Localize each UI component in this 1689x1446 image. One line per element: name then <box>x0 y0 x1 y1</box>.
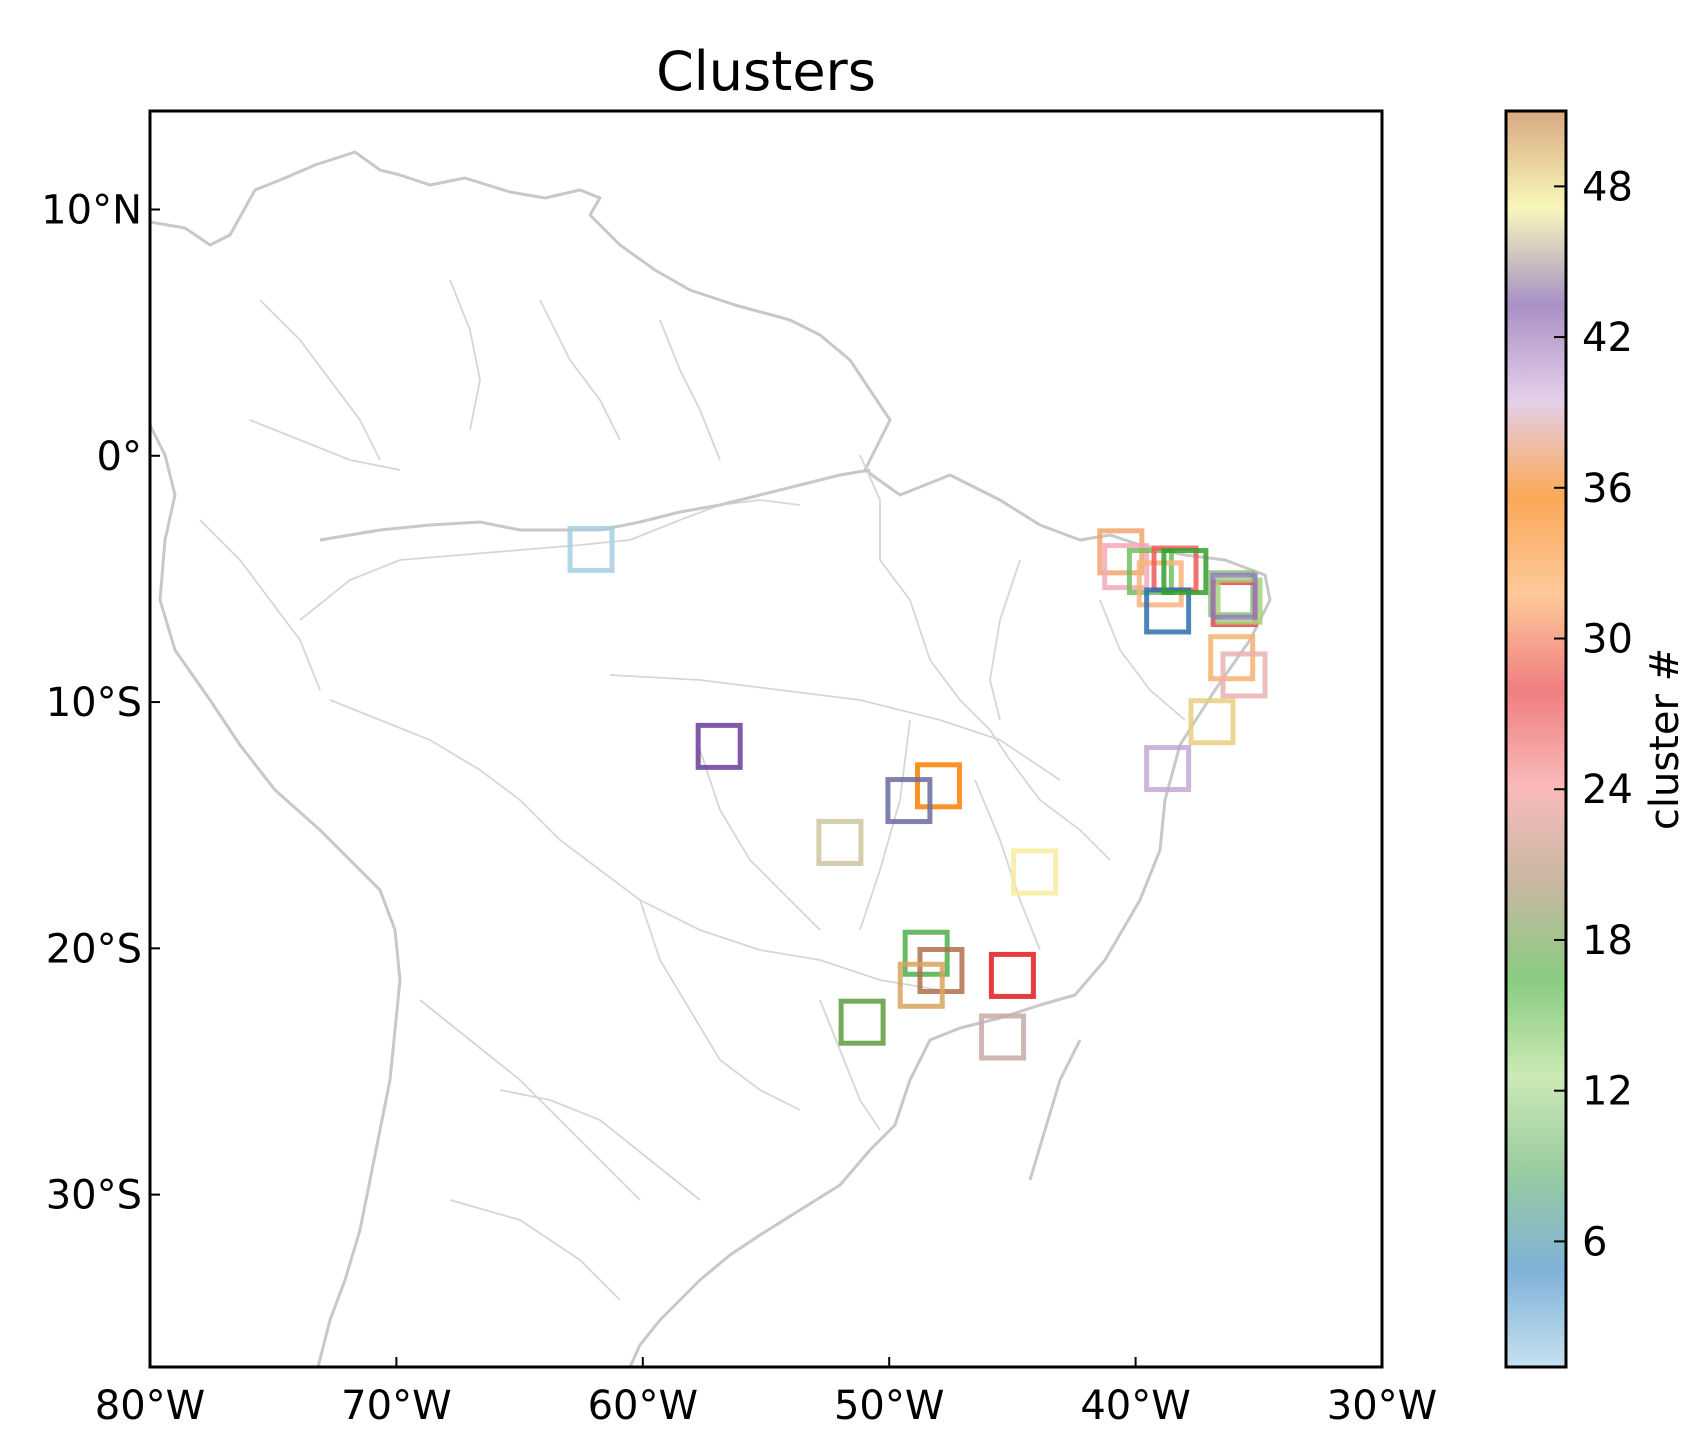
colorbar-tick-label: 36 <box>1582 466 1633 512</box>
colorbar-tick-label: 48 <box>1582 164 1633 210</box>
cluster-marker <box>897 961 945 1009</box>
cluster-marker <box>1126 548 1174 596</box>
lon-tick-label: 60°W <box>588 1383 698 1429</box>
cluster-markers <box>567 525 1268 1061</box>
cluster-marker <box>816 818 864 866</box>
map-frame <box>148 109 1384 1369</box>
colorbar-label: cluster # <box>1642 648 1688 830</box>
colorbar-ticks: 6 12 18 24 30 36 42 48 <box>1554 164 1633 1265</box>
longitude-axis: 80°W 70°W 60°W 50°W 40°W 30°W <box>95 1357 1437 1429</box>
colorbar-tick-label: 18 <box>1582 918 1633 964</box>
major-rivers <box>319 468 1082 1181</box>
cluster-marker <box>979 1013 1027 1061</box>
cluster-marker <box>1136 560 1184 608</box>
lon-tick-label: 50°W <box>834 1383 944 1429</box>
colorbar-tick-label: 6 <box>1582 1219 1607 1265</box>
lat-tick-label: 10°N <box>41 188 142 234</box>
lon-tick-label: 30°W <box>1327 1383 1437 1429</box>
cluster-marker <box>567 525 615 573</box>
lon-tick-label: 70°W <box>341 1383 451 1429</box>
cluster-marker <box>902 929 950 977</box>
chart-title: Clusters <box>656 40 876 103</box>
cluster-marker <box>1144 745 1192 793</box>
lat-tick-label: 10°S <box>46 680 142 726</box>
cluster-marker <box>1102 543 1150 591</box>
cluster-marker <box>1011 848 1059 896</box>
cluster-marker <box>1215 577 1263 625</box>
colorbar-tick-label: 12 <box>1582 1069 1633 1115</box>
coastline-west <box>150 424 402 1367</box>
cluster-marker <box>988 951 1036 999</box>
colorbar-tick-label: 42 <box>1582 315 1633 361</box>
colorbar-tick-label: 30 <box>1582 617 1633 663</box>
cluster-marker <box>885 777 933 825</box>
lat-tick-label: 20°S <box>46 926 142 972</box>
cluster-marker <box>914 762 962 810</box>
colorbar <box>1504 109 1568 1369</box>
cluster-marker <box>695 722 743 770</box>
lon-tick-label: 80°W <box>95 1383 205 1429</box>
latitude-axis: 10°N 0° 10°S 20°S 30°S <box>41 188 160 1219</box>
lat-tick-label: 0° <box>97 434 142 480</box>
cluster-marker <box>1208 634 1256 682</box>
lat-tick-label: 30°S <box>46 1173 142 1219</box>
cluster-marker <box>1161 548 1209 596</box>
coastline <box>150 150 1272 1367</box>
cluster-marker <box>1144 587 1192 635</box>
cluster-marker <box>838 998 886 1046</box>
lon-tick-label: 40°W <box>1080 1383 1190 1429</box>
cluster-marker <box>1220 651 1268 699</box>
cluster-marker <box>1210 572 1258 620</box>
colorbar-tick-label: 24 <box>1582 767 1633 813</box>
south-america-borders <box>150 150 1272 1367</box>
political-borders <box>199 279 1186 1301</box>
cluster-marker <box>1188 698 1236 746</box>
